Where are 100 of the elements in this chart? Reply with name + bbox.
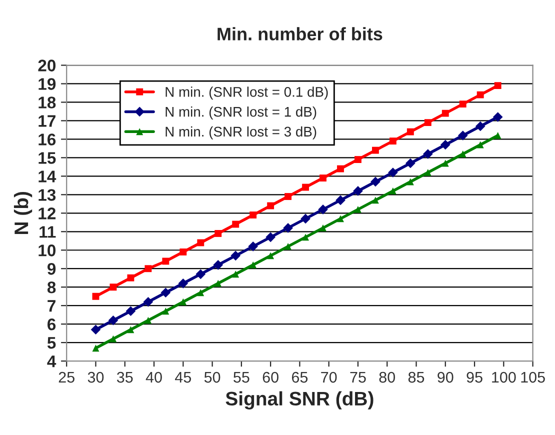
point bbox=[337, 165, 344, 172]
y-tick-label: 19 bbox=[38, 78, 56, 90]
point bbox=[197, 289, 204, 296]
point bbox=[475, 121, 486, 132]
point bbox=[232, 270, 240, 278]
point bbox=[459, 150, 466, 158]
point bbox=[127, 326, 134, 334]
point bbox=[389, 138, 396, 145]
point bbox=[406, 158, 416, 168]
y-tick-label: 9 bbox=[47, 263, 56, 275]
point bbox=[90, 324, 101, 335]
point bbox=[370, 176, 380, 187]
y-tick-label: 11 bbox=[40, 226, 56, 238]
point bbox=[284, 242, 292, 250]
x-tick-label: 25 bbox=[58, 372, 74, 383]
point bbox=[127, 274, 134, 282]
point bbox=[108, 315, 118, 326]
x-tick-label: 70 bbox=[321, 372, 337, 383]
point bbox=[372, 146, 379, 154]
point bbox=[110, 335, 117, 342]
point bbox=[476, 141, 484, 148]
y-tick-label: 4 bbox=[47, 356, 56, 368]
y-tick-label: 18 bbox=[38, 96, 56, 108]
y-tick-label: 7 bbox=[48, 300, 56, 312]
point bbox=[388, 168, 398, 178]
point bbox=[196, 269, 206, 280]
legend-label: N min. (SNR lost = 1 dB) bbox=[166, 106, 316, 120]
point bbox=[476, 91, 484, 98]
point bbox=[180, 248, 187, 256]
point bbox=[232, 220, 240, 228]
point bbox=[389, 187, 396, 194]
point bbox=[492, 112, 503, 122]
point bbox=[250, 261, 257, 268]
point bbox=[424, 119, 432, 126]
point bbox=[336, 195, 346, 206]
point bbox=[406, 178, 414, 186]
x-tick-label: 30 bbox=[88, 372, 104, 383]
y-tick-label: 14 bbox=[38, 170, 56, 182]
point bbox=[126, 306, 136, 316]
point bbox=[354, 156, 362, 164]
point bbox=[180, 298, 187, 306]
point bbox=[372, 196, 379, 204]
point bbox=[92, 292, 100, 300]
y-tick-label: 16 bbox=[38, 134, 56, 146]
point bbox=[248, 242, 258, 252]
y-tick-label: 20 bbox=[38, 60, 56, 72]
point bbox=[302, 184, 309, 191]
x-tick-label: 35 bbox=[116, 372, 133, 383]
point bbox=[267, 202, 274, 210]
point bbox=[494, 82, 502, 90]
y-tick-label: 13 bbox=[38, 189, 56, 201]
point bbox=[92, 344, 100, 352]
y-axis-title: N (b) bbox=[14, 192, 32, 234]
point bbox=[442, 110, 449, 117]
x-tick-label: 65 bbox=[292, 372, 308, 383]
point bbox=[178, 278, 188, 288]
point bbox=[213, 260, 224, 270]
point bbox=[300, 214, 310, 224]
point bbox=[320, 224, 326, 232]
x-axis-title: Signal SNR (dB) bbox=[226, 391, 374, 410]
point bbox=[320, 174, 326, 182]
point bbox=[406, 128, 414, 136]
y-tick-label: 8 bbox=[47, 282, 56, 294]
point bbox=[440, 140, 450, 150]
point bbox=[162, 258, 170, 265]
y-tick-label: 15 bbox=[38, 152, 56, 164]
point bbox=[283, 223, 293, 233]
point bbox=[214, 280, 222, 287]
x-tick-label: 105 bbox=[521, 372, 545, 383]
point bbox=[144, 316, 152, 324]
chart-title: Min. number of bits bbox=[218, 27, 382, 40]
x-tick-label: 90 bbox=[438, 372, 454, 383]
point bbox=[267, 252, 274, 260]
point bbox=[318, 204, 328, 214]
point bbox=[337, 215, 344, 222]
x-tick-label: 85 bbox=[408, 372, 424, 383]
point bbox=[422, 149, 433, 159]
point bbox=[302, 234, 309, 241]
x-tick-label: 55 bbox=[234, 372, 250, 383]
point bbox=[266, 232, 276, 242]
legend-label: N min. (SNR lost = 3 dB) bbox=[166, 126, 316, 140]
x-tick-label: 75 bbox=[350, 372, 366, 383]
point bbox=[143, 296, 154, 307]
point bbox=[442, 160, 449, 167]
point bbox=[459, 100, 466, 108]
x-tick-label: 60 bbox=[262, 372, 278, 383]
x-tick-label: 40 bbox=[146, 372, 162, 383]
point bbox=[144, 265, 152, 272]
point bbox=[284, 193, 292, 200]
point bbox=[110, 284, 117, 291]
x-tick-label: 80 bbox=[379, 372, 396, 383]
x-tick-label: 50 bbox=[204, 372, 220, 383]
point bbox=[162, 308, 170, 315]
legend-label: N min. (SNR lost = 0.1 dB) bbox=[166, 86, 328, 100]
point bbox=[494, 132, 502, 139]
point bbox=[230, 250, 241, 261]
y-tick-label: 17 bbox=[38, 115, 56, 127]
point bbox=[250, 212, 257, 218]
y-tick-label: 10 bbox=[38, 244, 56, 256]
point bbox=[458, 130, 468, 140]
